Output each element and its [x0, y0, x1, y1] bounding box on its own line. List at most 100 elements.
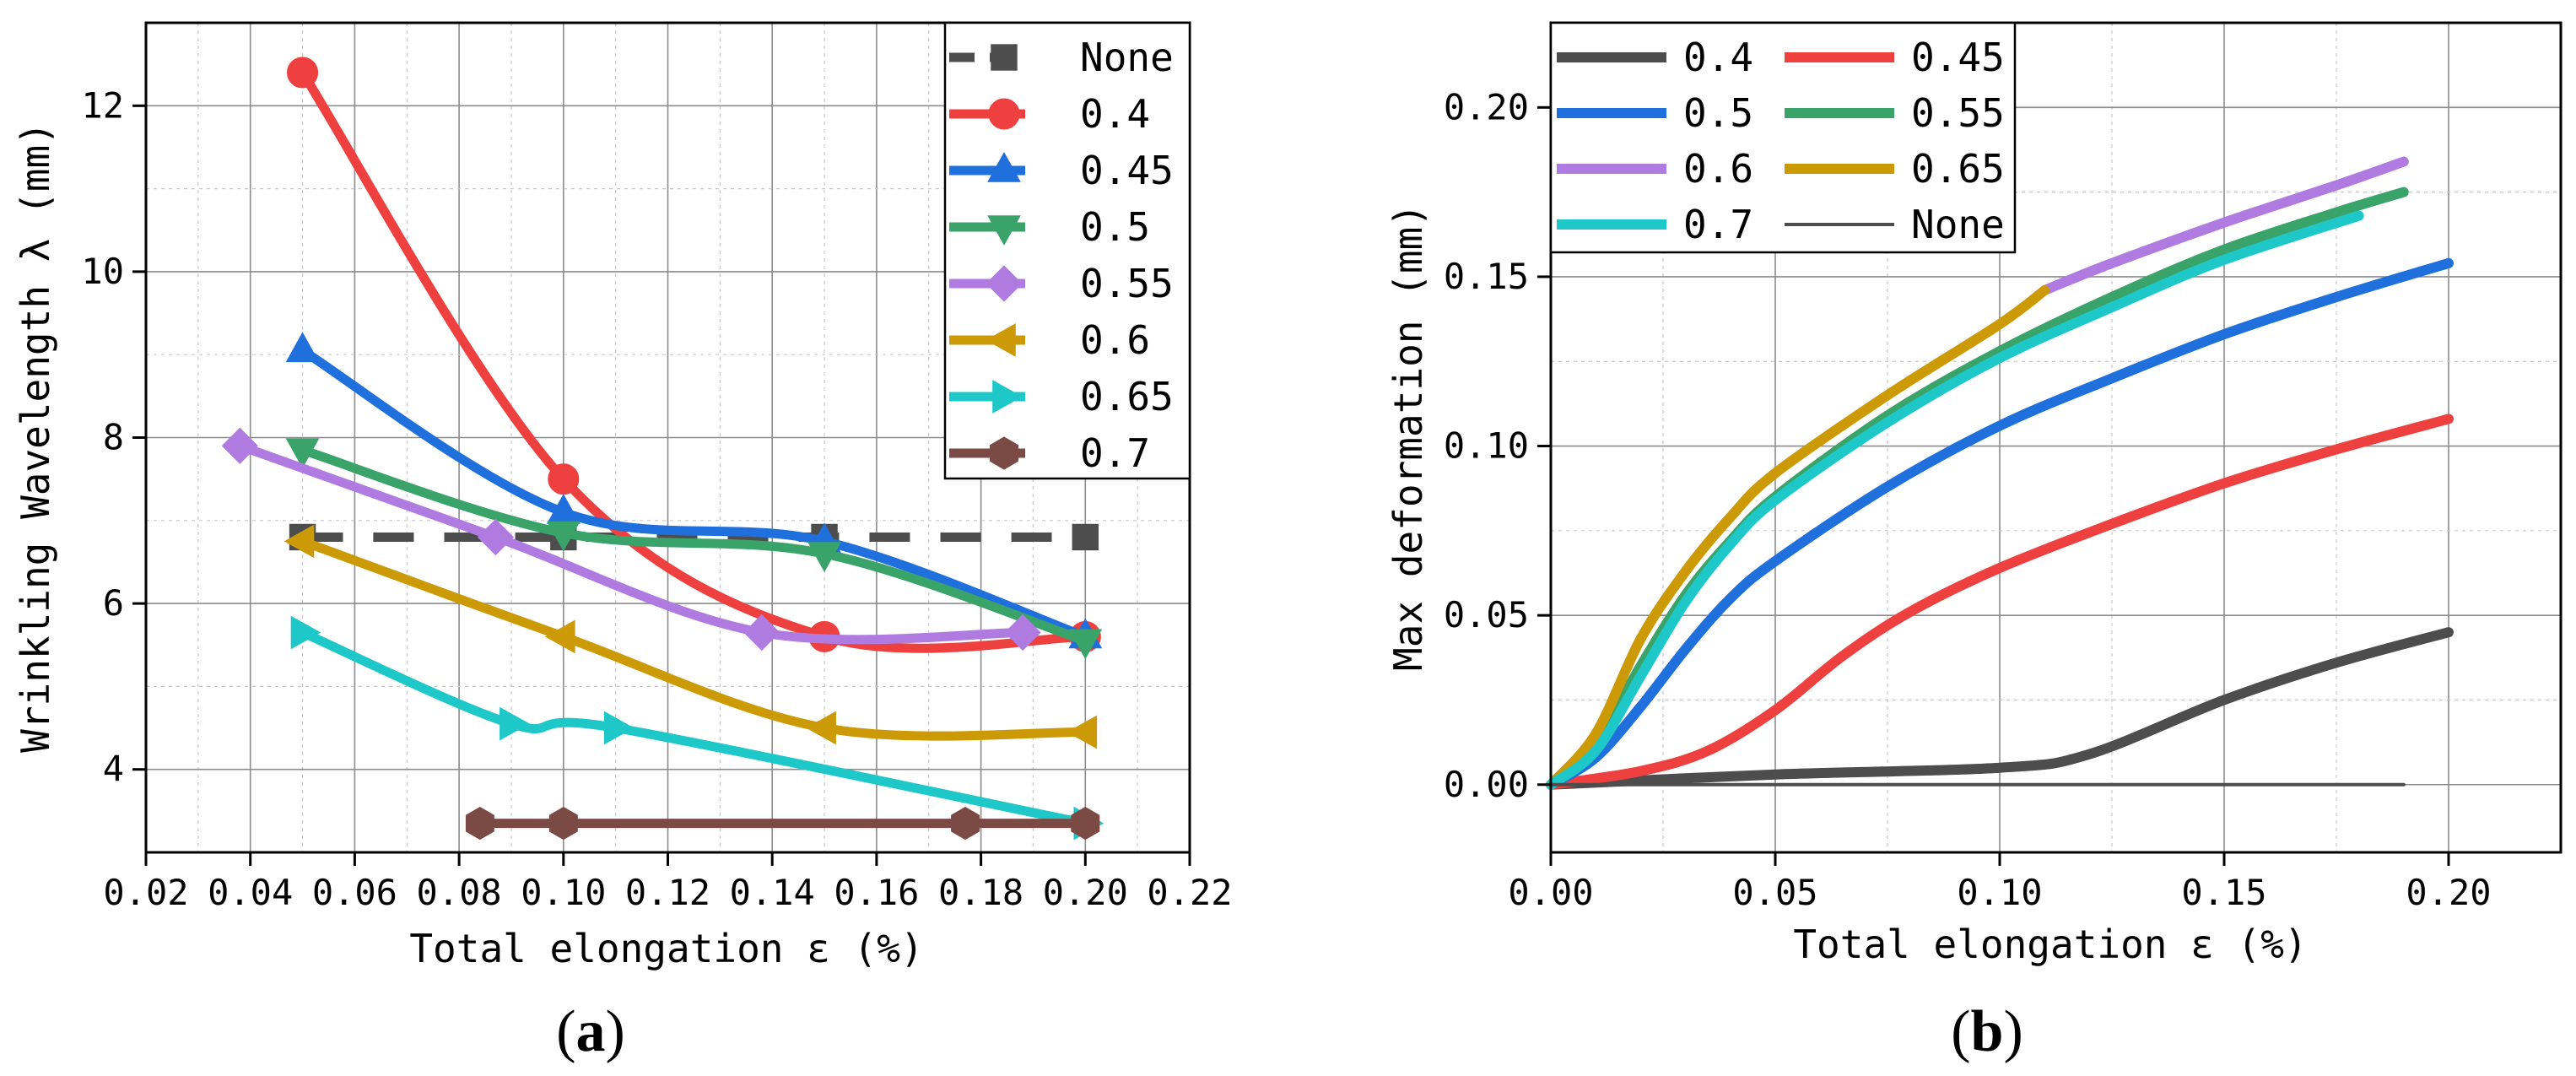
chart-a-legend-box: [943, 21, 1191, 480]
chart-b-legend-entry: 0.55: [1785, 90, 2005, 136]
chart-a-data-point: [465, 807, 494, 841]
chart-a-legend-entry: 0.55: [949, 261, 1174, 306]
chart-b-series-line: [1546, 285, 2050, 790]
chart-a-series-line: [298, 536, 1090, 741]
chart-a-x-tick-label: 0.22: [1147, 872, 1232, 913]
chart-a-data-point: [221, 427, 258, 464]
chart-b-series-045: [1546, 414, 2454, 790]
chart-a-data-point: [1071, 807, 1100, 841]
chart-a-series-line: [298, 445, 1090, 646]
chart-a-data-point: [1004, 614, 1041, 652]
chart-a-legend-marker: [992, 380, 1023, 414]
chart-a-y-axis-title: Wrinkling Wavelength λ (mm): [13, 122, 58, 753]
chart-a-x-tick-label: 0.06: [312, 872, 397, 913]
chart-a-series-line: [298, 628, 1090, 829]
chart-a-panel-label-close: ): [606, 999, 625, 1064]
chart-a-x-tick-label: 0.04: [208, 872, 293, 913]
chart-b-legend-entry: 0.7: [1557, 202, 1753, 247]
chart-b-x-tick-label: 0.00: [1508, 872, 1593, 913]
chart-b-series-07: [1546, 210, 2364, 790]
chart-a-y-tick-label: 10: [81, 251, 124, 292]
chart-a-data-point: [285, 438, 320, 469]
chart-b-legend-label: 0.6: [1683, 146, 1753, 192]
chart-a-series-line: [235, 441, 1028, 645]
chart-b-ticks: 0.00 0.05 0.10 0.15 0.20 0.00 0.05 0.10 0.15 0.20: [1444, 86, 2492, 913]
chart-a-y-tick-label: 12: [81, 84, 124, 126]
chart-a-x-tick-label: 0.12: [625, 872, 710, 913]
chart-b-legend-label: 0.65: [1911, 146, 2005, 192]
chart-a-data-point: [1067, 715, 1098, 749]
chart-a-data-point: [287, 57, 319, 89]
chart-b-series-line: [1546, 187, 2409, 790]
chart-b-frame: [1549, 21, 2562, 854]
chart-b-series-055: [1546, 187, 2409, 790]
chart-a-data-point: [548, 463, 580, 495]
chart-b-legend-entry: 0.4: [1557, 35, 1753, 80]
chart-a-legend-marker: [986, 323, 1016, 357]
chart-a-x-tick-label: 0.02: [103, 872, 188, 913]
chart-a-series-line: [298, 68, 1090, 653]
chart-b-x-tick-label: 0.10: [1957, 872, 2042, 913]
chart-b-legend-label: 0.45: [1911, 35, 2005, 80]
chart-a-legend-marker: [987, 215, 1021, 246]
chart-b-series-04: [1546, 627, 2454, 790]
chart-a-legend-entry: 0.6: [949, 317, 1150, 363]
chart-a-x-tick-label: 0.20: [1043, 872, 1128, 913]
chart-b-legend-label: 0.7: [1683, 202, 1753, 247]
chart-b-series-line: [1546, 257, 2454, 790]
chart-b-legend-label: 0.4: [1683, 35, 1753, 80]
chart-b-y-tick-label: 0.05: [1444, 594, 1529, 635]
chart-b-legend-entry: 0.45: [1785, 35, 2005, 80]
chart-a-legend-label: 0.45: [1080, 148, 1174, 193]
chart-a-series: [221, 57, 1104, 841]
chart-b-y-tick-label: 0.15: [1444, 256, 1529, 297]
chart-a-data-point: [477, 518, 515, 556]
chart-b-y-tick-label: 0.10: [1444, 425, 1529, 467]
chart-a-data-point: [807, 542, 841, 573]
chart-a-data-point: [1072, 523, 1099, 551]
chart-b-y-tick-label: 0.20: [1444, 86, 1529, 127]
chart-a-panel-label: (a): [556, 999, 625, 1064]
chart-b-y-tick-label: 0.00: [1444, 764, 1529, 805]
chart-a-legend-entry: None: [949, 35, 1174, 80]
chart-a-legend-entry: 0.5: [949, 204, 1150, 250]
chart-a-data-point: [290, 615, 321, 650]
chart-b: 0.00 0.05 0.10 0.15 0.20 0.00 0.05 0.10 0.15 0.20…: [1385, 21, 2562, 1064]
chart-a-x-tick-label: 0.08: [417, 872, 502, 913]
chart-a-x-tick-label: 0.18: [938, 872, 1023, 913]
chart-b-series-line: [1546, 210, 2364, 790]
chart-a-x-tick-label: 0.10: [521, 872, 606, 913]
chart-a-legend-marker: [991, 44, 1018, 71]
chart-a-data-point: [1068, 629, 1103, 660]
chart-a-legend-marker: [987, 152, 1021, 182]
chart-b-series-06: [2039, 156, 2409, 295]
chart-b-x-tick-label: 0.05: [1732, 872, 1817, 913]
chart-a-data-point: [284, 524, 315, 559]
chart-a-legend-entry: 0.7: [949, 430, 1150, 476]
chart-a-data-point: [546, 521, 581, 552]
chart-a-y-tick-label: 6: [103, 582, 124, 624]
chart-a-legend-entry: 0.4: [949, 91, 1150, 137]
chart-b-legend-entry: None: [1785, 202, 2005, 247]
chart-a-data-point: [743, 614, 780, 652]
chart-b-series-line: [1546, 414, 2454, 790]
chart-a-panel-label-open: (: [556, 999, 575, 1064]
chart-b-legend-label: None: [1911, 202, 2005, 247]
chart-a-data-point: [951, 807, 980, 841]
chart-a-legend-label: 0.4: [1080, 91, 1150, 137]
chart-a-legend-label: 0.55: [1080, 261, 1174, 306]
chart-b-legend-entry: 0.5: [1557, 90, 1753, 136]
chart-a-series-07: [465, 807, 1100, 841]
chart-a-legend-label: 0.6: [1080, 317, 1150, 363]
chart-a-ticks: 0.02 0.04 0.06 0.08 0.10 0.12 0.14 0.16 0.18 0.20…: [81, 84, 1232, 913]
chart-a-data-point: [285, 332, 320, 363]
chart-b-series: [1546, 156, 2454, 790]
chart-b-series-line: [1546, 627, 2454, 790]
chart-b-legend-entry: 0.6: [1557, 146, 1753, 192]
chart-b-legend-label: 0.5: [1683, 90, 1753, 136]
chart-a-y-tick-label: 4: [103, 749, 124, 790]
chart-b-legend-entry: 0.65: [1785, 146, 2005, 192]
chart-a-legend-label: 0.7: [1080, 430, 1150, 476]
chart-a-x-axis-title: Total elongation ε (%): [409, 926, 923, 971]
chart-a-legend-label: 0.5: [1080, 204, 1150, 250]
